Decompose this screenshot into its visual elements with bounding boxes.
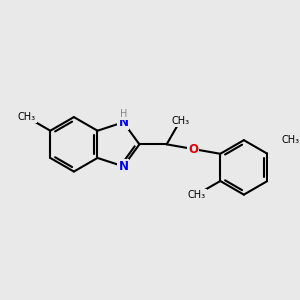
- Text: N: N: [118, 160, 128, 173]
- Text: CH₃: CH₃: [188, 190, 206, 200]
- Text: O: O: [188, 142, 198, 156]
- Text: CH₃: CH₃: [282, 135, 300, 145]
- Text: CH₃: CH₃: [171, 116, 189, 126]
- Text: N: N: [118, 116, 128, 129]
- Text: H: H: [120, 109, 127, 119]
- Text: CH₃: CH₃: [18, 112, 36, 122]
